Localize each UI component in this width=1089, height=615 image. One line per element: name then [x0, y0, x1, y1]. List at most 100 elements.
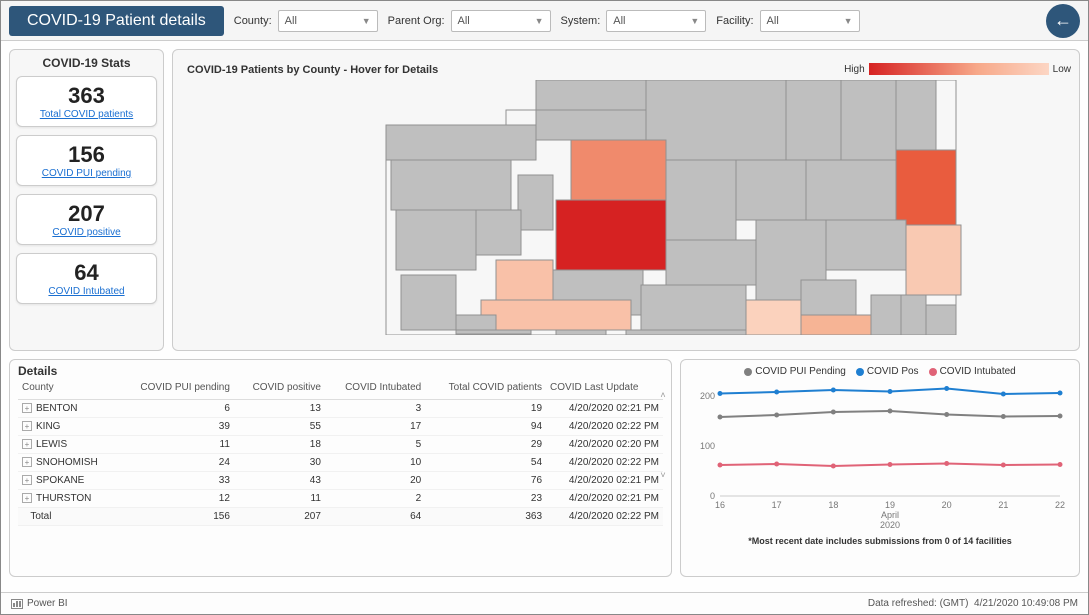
county-spokane[interactable]: [896, 150, 956, 225]
county-whitman[interactable]: [906, 225, 961, 295]
table-row[interactable]: +KING 3955 1794 4/20/2020 02:22 PM: [18, 418, 663, 436]
county-kitsap[interactable]: [518, 175, 553, 230]
details-panel: Details CountyCOVID PUI pendingCOVID pos…: [9, 359, 672, 577]
county-snohomish[interactable]: [571, 140, 666, 200]
county-benton[interactable]: [746, 300, 801, 335]
county-klickitat[interactable]: [626, 330, 746, 335]
stat-card[interactable]: 363 Total COVID patients: [16, 76, 157, 127]
refresh-time: 4/21/2020 10:49:08 PM: [974, 598, 1078, 609]
county-select[interactable]: All ▼: [278, 10, 378, 32]
stat-card[interactable]: 64 COVID Intubated: [16, 253, 157, 304]
table-row[interactable]: +THURSTON 1211 223 4/20/2020 02:21 PM: [18, 490, 663, 508]
marker[interactable]: [888, 409, 893, 414]
marker[interactable]: [1058, 414, 1063, 419]
back-button[interactable]: ←: [1046, 4, 1080, 38]
marker[interactable]: [944, 461, 949, 466]
scroll-indicator[interactable]: ˄˅: [657, 390, 669, 554]
county-grays[interactable]: [396, 210, 476, 270]
marker[interactable]: [1058, 462, 1063, 467]
table-row[interactable]: +LEWIS 1118 529 4/20/2020 02:20 PM: [18, 436, 663, 454]
table-row[interactable]: +SNOHOMISH 2430 1054 4/20/2020 02:22 PM: [18, 454, 663, 472]
marker[interactable]: [774, 413, 779, 418]
county-walla[interactable]: [801, 315, 871, 335]
svg-text:April: April: [881, 510, 899, 520]
county-skamania[interactable]: [556, 330, 606, 335]
expand-icon[interactable]: +: [22, 475, 32, 485]
county-clallam[interactable]: [386, 125, 536, 160]
county-whatcom[interactable]: [536, 80, 646, 110]
svg-text:100: 100: [700, 441, 715, 451]
county-franklin[interactable]: [801, 280, 856, 315]
trend-chart[interactable]: 010020016171819202122April2020: [689, 381, 1071, 531]
svg-text:20: 20: [942, 500, 952, 510]
marker[interactable]: [718, 463, 723, 468]
col-header[interactable]: Total COVID patients: [425, 380, 546, 400]
marker[interactable]: [774, 462, 779, 467]
stat-card[interactable]: 207 COVID positive: [16, 194, 157, 245]
county-douglas[interactable]: [736, 160, 806, 220]
county-pacific[interactable]: [401, 275, 456, 330]
details-table[interactable]: CountyCOVID PUI pendingCOVID positiveCOV…: [18, 380, 663, 526]
county-garfield[interactable]: [901, 295, 926, 335]
expand-icon[interactable]: +: [22, 457, 32, 467]
marker[interactable]: [718, 415, 723, 420]
facility-select[interactable]: All ▼: [760, 10, 860, 32]
legend-low: Low: [1053, 64, 1071, 75]
marker[interactable]: [944, 386, 949, 391]
stat-card[interactable]: 156 COVID PUI pending: [16, 135, 157, 186]
marker[interactable]: [831, 388, 836, 393]
marker[interactable]: [831, 410, 836, 415]
county-ferry[interactable]: [786, 80, 841, 160]
legend-item[interactable]: COVID Pos: [856, 366, 919, 377]
table-row[interactable]: +SPOKANE 3343 2076 4/20/2020 02:21 PM: [18, 472, 663, 490]
county-cowlitz[interactable]: [456, 330, 531, 334]
county-jefferson[interactable]: [391, 160, 511, 210]
county-thurston[interactable]: [496, 260, 553, 300]
county-king[interactable]: [556, 200, 666, 270]
legend-item[interactable]: COVID PUI Pending: [744, 366, 846, 377]
county-stevens[interactable]: [841, 80, 896, 160]
expand-icon[interactable]: +: [22, 493, 32, 503]
county-kittitas[interactable]: [666, 240, 756, 285]
county-asotin[interactable]: [926, 305, 956, 335]
table-row[interactable]: +BENTON 613 319 4/20/2020 02:21 PM: [18, 400, 663, 418]
legend-item[interactable]: COVID Intubated: [929, 366, 1016, 377]
system-select[interactable]: All ▼: [606, 10, 706, 32]
marker[interactable]: [1058, 391, 1063, 396]
expand-icon[interactable]: +: [22, 439, 32, 449]
svg-text:2020: 2020: [880, 520, 900, 530]
marker[interactable]: [718, 391, 723, 396]
col-header[interactable]: COVID Intubated: [325, 380, 425, 400]
marker[interactable]: [774, 390, 779, 395]
marker[interactable]: [1001, 392, 1006, 397]
col-header[interactable]: COVID positive: [234, 380, 325, 400]
col-header[interactable]: COVID PUI pending: [118, 380, 234, 400]
county-yakima[interactable]: [641, 285, 746, 335]
county-columbia[interactable]: [871, 295, 901, 335]
county-lincoln[interactable]: [806, 160, 896, 220]
county-okanogan[interactable]: [646, 80, 786, 160]
marker[interactable]: [944, 412, 949, 417]
chart-footnote: *Most recent date includes submissions f…: [689, 536, 1071, 546]
county-adams[interactable]: [826, 220, 906, 270]
county-lewis[interactable]: [481, 300, 631, 330]
expand-icon[interactable]: +: [22, 403, 32, 413]
county-map[interactable]: [181, 80, 1071, 335]
app-root: COVID-19 Patient details County: All ▼ P…: [0, 0, 1089, 615]
marker[interactable]: [1001, 414, 1006, 419]
marker[interactable]: [888, 389, 893, 394]
marker[interactable]: [831, 464, 836, 469]
col-header[interactable]: COVID Last Update: [546, 380, 663, 400]
powerbi-badge[interactable]: Power BI: [11, 598, 68, 609]
county-chelan[interactable]: [666, 160, 736, 240]
col-header[interactable]: County: [18, 380, 118, 400]
expand-icon[interactable]: +: [22, 421, 32, 431]
county-pend[interactable]: [896, 80, 936, 150]
stat-value: 156: [21, 142, 152, 168]
marker[interactable]: [1001, 463, 1006, 468]
marker[interactable]: [888, 462, 893, 467]
legend-dot-icon: [744, 368, 752, 376]
county-mason[interactable]: [476, 210, 521, 255]
county-skagit[interactable]: [536, 110, 646, 140]
parent-org-select[interactable]: All ▼: [451, 10, 551, 32]
